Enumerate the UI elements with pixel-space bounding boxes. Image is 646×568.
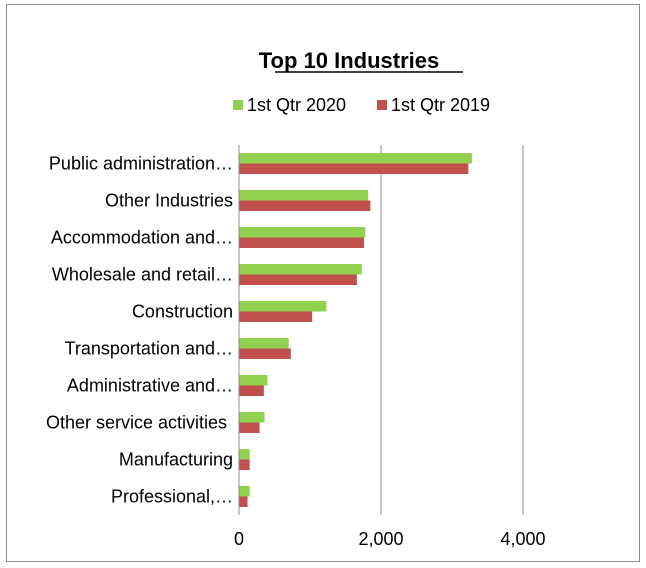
bar	[239, 385, 264, 396]
x-tick-labels: 0 2,000 4,000	[234, 529, 546, 549]
chart: Top 10 Industries 1st Qtr 2020 1st Qtr 20…	[46, 48, 546, 549]
bar	[239, 237, 364, 248]
bar	[239, 348, 291, 359]
category-label: Other Industries	[105, 191, 233, 211]
category-label: Wholesale and retail…	[52, 265, 233, 285]
chart-frame: Top 10 Industries 1st Qtr 2020 1st Qtr 20…	[6, 4, 640, 562]
bar	[239, 449, 250, 460]
bar	[239, 227, 366, 238]
legend-swatch	[233, 100, 243, 110]
x-tick-label: 0	[234, 529, 244, 549]
category-label: Manufacturing	[119, 450, 233, 470]
gridlines	[380, 145, 524, 515]
bar	[239, 412, 265, 423]
bar	[239, 375, 268, 386]
legend-label: 1st Qtr 2020	[247, 95, 346, 115]
x-tick-label: 2,000	[358, 529, 403, 549]
legend-item: 1st Qtr 2020	[233, 95, 346, 115]
bar	[239, 422, 260, 433]
category-labels: Public administration… Other Industries Ac…	[46, 154, 233, 507]
bar	[239, 459, 250, 470]
x-tick-label: 4,000	[500, 529, 545, 549]
bar	[239, 301, 327, 312]
bar	[239, 264, 362, 275]
category-label: Professional,…	[111, 487, 233, 507]
bar	[239, 338, 289, 349]
legend-item: 1st Qtr 2019	[377, 95, 490, 115]
bar	[239, 311, 313, 322]
bars	[239, 153, 472, 507]
category-label: Public administration…	[49, 154, 233, 174]
category-label: Other service activities	[46, 413, 227, 433]
bar	[239, 486, 250, 497]
legend-swatch	[377, 100, 387, 110]
bar	[239, 496, 248, 507]
bar	[239, 163, 469, 174]
category-label: Transportation and…	[65, 339, 233, 359]
bar	[239, 200, 371, 211]
category-label: Construction	[132, 302, 233, 322]
chart-title: Top 10 Industries	[259, 48, 440, 73]
legend-label: 1st Qtr 2019	[391, 95, 490, 115]
legend: 1st Qtr 2020 1st Qtr 2019	[233, 95, 490, 115]
category-label: Administrative and…	[67, 376, 233, 396]
bar	[239, 190, 369, 201]
bar	[239, 274, 357, 285]
category-label: Accommodation and…	[51, 228, 233, 248]
bar	[239, 153, 472, 164]
